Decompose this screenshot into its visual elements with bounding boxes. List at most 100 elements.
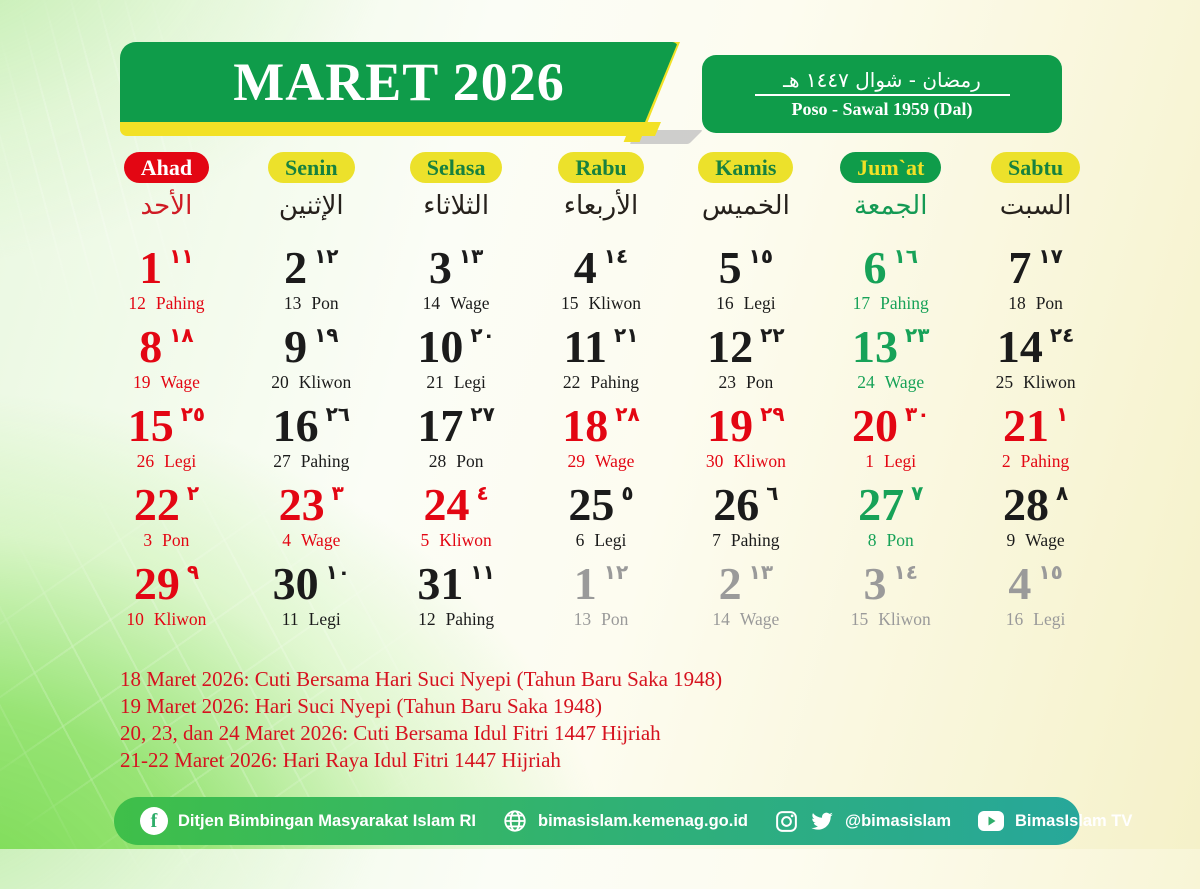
twitter-icon — [809, 808, 835, 834]
date-line: 17 ٢٧ — [417, 400, 494, 451]
javanese-date: 13 — [283, 293, 302, 313]
calendar-cell-w3-d7[interactable]: 21 ١ 2 Pahing — [963, 398, 1108, 477]
calendar-cell-w4-d4[interactable]: 25 ٥ 6 Legi — [529, 477, 674, 556]
calendar-cell-w2-d6[interactable]: 13 ٢٣ 24 Wage — [818, 319, 963, 398]
footer-youtube-label: BimasIslam TV — [1015, 811, 1133, 830]
calendar-cell-w1-d1[interactable]: 1 ١١ 12 Pahing — [94, 240, 239, 319]
calendar-cell-w5-d5[interactable]: 2 ١٣ 14 Wage — [673, 556, 818, 635]
header-yellow-underbar — [120, 122, 661, 136]
calendar-cell-w2-d2[interactable]: 9 ١٩ 20 Kliwon — [239, 319, 384, 398]
pasaran-name: Wage — [884, 372, 925, 392]
javanese-line: 16 Legi — [1006, 609, 1066, 630]
calendar-cell-w5-d1[interactable]: 29 ٩ 10 Kliwon — [94, 556, 239, 635]
calendar-cell-w5-d2[interactable]: 30 ١٠ 11 Legi — [239, 556, 384, 635]
calendar-cell-w4-d5[interactable]: 26 ٦ 7 Pahing — [673, 477, 818, 556]
javanese-line: 23 Pon — [718, 372, 773, 393]
footer-facebook-link[interactable]: f Ditjen Bimbingan Masyarakat Islam RI — [140, 807, 476, 835]
javanese-line: 8 Pon — [868, 530, 914, 551]
calendar-cell-w1-d3[interactable]: 3 ١٣ 14 Wage — [384, 240, 529, 319]
calendar-cell-w3-d2[interactable]: 16 ٢٦ 27 Pahing — [239, 398, 384, 477]
calendar-cell-w2-d4[interactable]: 11 ٢١ 22 Pahing — [529, 319, 674, 398]
gregorian-date: 6 — [863, 242, 887, 293]
hijri-date: ١٤ — [603, 244, 629, 268]
calendar-cell-w5-d7[interactable]: 4 ١٥ 16 Legi — [963, 556, 1108, 635]
footer-youtube-link[interactable]: BimasIslam TV — [977, 810, 1132, 832]
pasaran-name: Pon — [162, 530, 190, 550]
hijri-date: ٩ — [186, 560, 200, 584]
calendar-cell-w3-d3[interactable]: 17 ٢٧ 28 Pon — [384, 398, 529, 477]
javanese-date: 8 — [867, 530, 877, 550]
date-line: 25 ٥ — [568, 481, 633, 528]
javanese-line: 1 Legi — [865, 451, 916, 472]
hijri-date: ١٥ — [748, 244, 774, 268]
hijri-date: ١٣ — [748, 560, 774, 584]
weekday-pill: Rabu — [558, 152, 644, 183]
gregorian-date: 17 — [417, 400, 464, 451]
pasaran-name: Legi — [594, 530, 627, 550]
calendar-cell-w5-d6[interactable]: 3 ١٤ 15 Kliwon — [818, 556, 963, 635]
calendar-cell-w2-d5[interactable]: 12 ٢٢ 23 Pon — [673, 319, 818, 398]
hijri-date: ١٨ — [169, 323, 194, 347]
hijri-date: ٢٤ — [1049, 323, 1075, 347]
pasaran-name: Pahing — [445, 609, 495, 629]
calendar-cell-w1-d6[interactable]: 6 ١٦ 17 Pahing — [818, 240, 963, 319]
date-line: 11 ٢١ — [564, 323, 639, 370]
javanese-date: 16 — [1005, 609, 1024, 629]
hijri-date: ٢٦ — [325, 402, 350, 426]
footer-social-link[interactable]: @bimasislam — [774, 808, 951, 834]
calendar-cell-w3-d6[interactable]: 20 ٣٠ 1 Legi — [818, 398, 963, 477]
pasaran-name: Wage — [1025, 530, 1065, 550]
calendar-cell-w3-d5[interactable]: 19 ٢٩ 30 Kliwon — [673, 398, 818, 477]
javanese-date: 18 — [1008, 293, 1026, 313]
calendar-cell-w1-d5[interactable]: 5 ١٥ 16 Legi — [673, 240, 818, 319]
calendar-cell-w5-d4[interactable]: 1 ١٢ 13 Pon — [529, 556, 674, 635]
javanese-date: 10 — [126, 609, 144, 629]
calendar-cell-w1-d2[interactable]: 2 ١٢ 13 Pon — [239, 240, 384, 319]
footer-website-link[interactable]: bimasislam.kemenag.go.id — [502, 808, 748, 834]
calendar-cell-w4-d1[interactable]: 22 ٢ 3 Pon — [94, 477, 239, 556]
calendar-cell-w1-d4[interactable]: 4 ١٤ 15 Kliwon — [529, 240, 674, 319]
javanese-line: 24 Wage — [857, 372, 924, 393]
weekday-pill: Selasa — [409, 152, 503, 183]
date-line: 13 ٢٣ — [852, 323, 929, 370]
calendar-cell-w4-d2[interactable]: 23 ٣ 4 Wage — [239, 477, 384, 556]
pasaran-name: Pahing — [155, 293, 205, 313]
javanese-line: 21 Legi — [426, 372, 486, 393]
hijri-date: ١ — [1055, 402, 1069, 426]
calendar-cell-w2-d3[interactable]: 10 ٢٠ 21 Legi — [384, 319, 529, 398]
javanese-line: 6 Legi — [576, 530, 627, 551]
calendar-cell-w4-d3[interactable]: 24 ٤ 5 Kliwon — [384, 477, 529, 556]
gregorian-date: 31 — [417, 558, 464, 609]
footer-bar: f Ditjen Bimbingan Masyarakat Islam RI b… — [114, 797, 1132, 845]
javanese-line: 12 Pahing — [418, 609, 494, 630]
hijri-date: ٢٨ — [615, 402, 640, 426]
calendar-cell-w3-d1[interactable]: 15 ٢٥ 26 Legi — [94, 398, 239, 477]
calendar-cell-w5-d3[interactable]: 31 ١١ 12 Pahing — [384, 556, 529, 635]
calendar-cell-w2-d7[interactable]: 14 ٢٤ 25 Kliwon — [963, 319, 1108, 398]
javanese-line: 29 Wage — [568, 451, 635, 472]
gregorian-date: 19 — [707, 400, 754, 451]
pasaran-name: Pon — [1035, 293, 1063, 313]
calendar-cell-w1-d7[interactable]: 7 ١٧ 18 Pon — [963, 240, 1108, 319]
javanese-line: 25 Kliwon — [996, 372, 1076, 393]
calendar-cell-w3-d4[interactable]: 18 ٢٨ 29 Wage — [529, 398, 674, 477]
pasaran-name: Pahing — [880, 293, 929, 313]
calendar-cell-w2-d1[interactable]: 8 ١٨ 19 Wage — [94, 319, 239, 398]
gregorian-date: 20 — [852, 400, 898, 451]
javanese-date: 15 — [560, 293, 579, 313]
hijri-date: ١١ — [470, 560, 495, 584]
pasaran-name: Legi — [743, 293, 776, 313]
javanese-date: 24 — [857, 372, 875, 392]
javanese-date: 23 — [718, 372, 736, 392]
javanese-date: 1 — [865, 451, 875, 471]
javanese-line: 12 Pahing — [128, 293, 204, 314]
javanese-date: 16 — [716, 293, 734, 313]
date-line: 21 ١ — [1003, 402, 1069, 449]
gregorian-date: 26 — [713, 479, 760, 530]
calendar-cell-w4-d6[interactable]: 27 ٧ 8 Pon — [818, 477, 963, 556]
date-line: 1 ١١ — [139, 244, 193, 291]
weekday-pill: Sabtu — [991, 152, 1081, 183]
pasaran-name: Pahing — [730, 530, 780, 550]
javanese-date: 3 — [143, 530, 153, 550]
calendar-cell-w4-d7[interactable]: 28 ٨ 9 Wage — [963, 477, 1108, 556]
